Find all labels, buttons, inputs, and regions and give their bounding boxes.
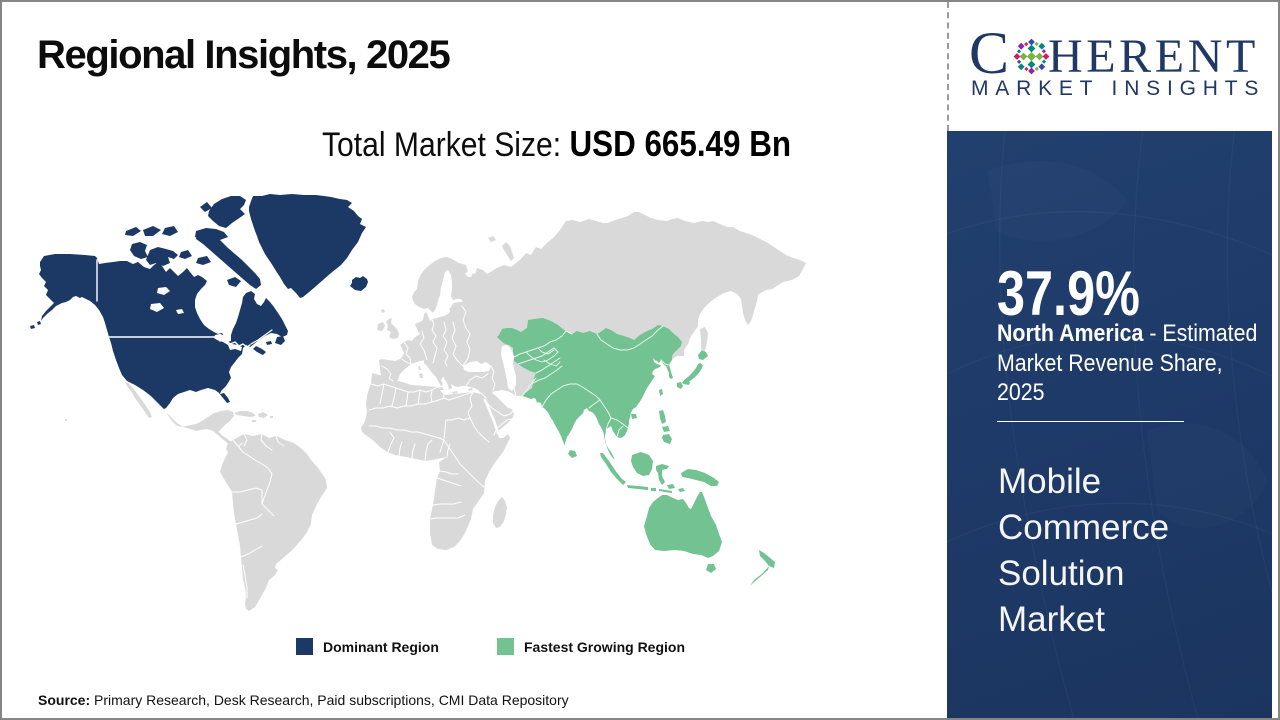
svg-text:HERENT: HERENT bbox=[1048, 30, 1259, 83]
svg-text:C: C bbox=[969, 20, 1009, 86]
svg-text:MARKET INSIGHTS: MARKET INSIGHTS bbox=[971, 77, 1265, 100]
